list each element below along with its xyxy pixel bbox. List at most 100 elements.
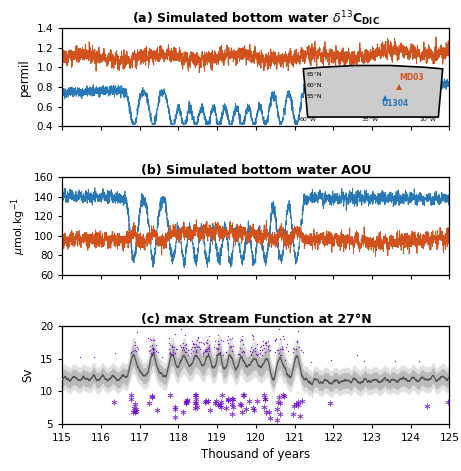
Point [144, 334, 151, 341]
Point [188, 349, 195, 357]
Point [277, 410, 284, 418]
Point [194, 403, 201, 411]
Point [165, 334, 172, 341]
Point [155, 348, 162, 356]
Point [236, 400, 244, 407]
Point [149, 347, 157, 354]
Point [184, 346, 192, 354]
Point [199, 351, 207, 358]
Point [217, 336, 225, 344]
Point [183, 397, 191, 404]
Point [195, 338, 203, 345]
Point [153, 347, 160, 354]
Point [279, 391, 286, 398]
Point [217, 349, 224, 357]
Point [251, 406, 258, 414]
Point [265, 408, 272, 415]
Point [170, 349, 177, 356]
Point [223, 348, 230, 356]
Point [171, 405, 179, 413]
Point [166, 341, 173, 349]
Point [237, 351, 244, 359]
Point [182, 341, 189, 348]
Point [262, 339, 269, 347]
Point [299, 398, 306, 405]
Point [276, 335, 284, 343]
Point [132, 407, 140, 414]
Point [248, 351, 255, 358]
Point [165, 349, 173, 357]
Point [240, 348, 247, 355]
Point [183, 398, 191, 405]
Point [260, 337, 267, 345]
Point [183, 344, 190, 352]
Point [200, 349, 207, 357]
Point [203, 347, 210, 355]
Point [266, 347, 273, 355]
Point [262, 408, 270, 415]
Point [202, 398, 209, 406]
Point [179, 339, 186, 347]
Point [259, 341, 266, 349]
Point [275, 349, 282, 357]
Point [254, 350, 261, 358]
Point [278, 343, 286, 351]
Point [202, 397, 210, 405]
Point [191, 399, 199, 407]
Point [240, 349, 248, 356]
Point [295, 401, 302, 408]
Point [277, 399, 284, 407]
Point [202, 347, 209, 354]
Point [278, 345, 285, 353]
Point [169, 346, 177, 353]
Title: (a) Simulated bottom water $\delta^{13}$C$_{\mathbf{DIC}}$: (a) Simulated bottom water $\delta^{13}$… [132, 9, 380, 28]
Point [219, 337, 227, 344]
Point [229, 342, 236, 349]
Point [192, 341, 200, 348]
Point [214, 344, 222, 351]
Point [181, 341, 189, 349]
Point [229, 396, 236, 403]
Point [235, 350, 242, 357]
Point [274, 398, 282, 406]
Point [183, 399, 190, 407]
Point [196, 346, 204, 353]
Point [260, 345, 267, 352]
Point [192, 347, 200, 355]
Point [238, 333, 246, 340]
Point [199, 340, 206, 347]
Point [146, 399, 153, 407]
Point [246, 347, 254, 355]
Point [237, 335, 245, 342]
Point [199, 349, 207, 357]
Point [277, 345, 284, 353]
Point [249, 333, 256, 340]
Point [295, 398, 302, 406]
Point [203, 345, 211, 352]
Point [228, 400, 235, 407]
Point [280, 345, 287, 353]
Point [254, 351, 261, 359]
Point [170, 350, 177, 357]
Point [179, 408, 187, 416]
Point [264, 342, 272, 349]
Point [131, 400, 138, 407]
Point [280, 392, 288, 399]
Point [275, 325, 283, 333]
Point [178, 343, 185, 350]
Point [192, 391, 199, 398]
Point [214, 401, 222, 408]
Point [192, 348, 199, 356]
Point [149, 349, 156, 356]
Point [274, 346, 281, 354]
Point [192, 348, 200, 356]
Point [181, 331, 189, 339]
Point [214, 345, 221, 352]
Point [214, 346, 221, 353]
Point [112, 349, 119, 357]
Point [242, 405, 249, 413]
Point [239, 391, 246, 398]
Point [326, 399, 334, 406]
Point [205, 349, 212, 357]
Point [127, 391, 135, 398]
